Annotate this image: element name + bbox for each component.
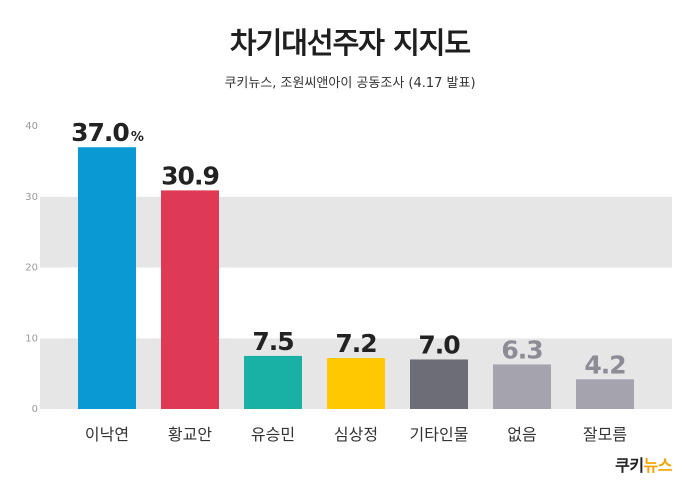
- value-labels: 37.0 % 30.9 7.5 7.2 7.0 6.3 4.2: [71, 118, 627, 379]
- value-label: 4.2: [584, 350, 625, 379]
- category-labels: 이낙연 황교안 유승민 심상정 기타인물 없음 잘모름: [85, 425, 627, 444]
- grid-band: [40, 126, 672, 197]
- value-label: 7.5: [252, 327, 293, 356]
- category-label: 기타인물: [410, 425, 469, 444]
- grid-bands: [40, 126, 672, 409]
- y-tick-label: 20: [25, 263, 38, 274]
- chart-subtitle: 쿠키뉴스, 조원씨앤아이 공동조사 (4.17 발표): [224, 76, 476, 91]
- value-unit: %: [131, 130, 144, 145]
- bar: [493, 364, 551, 409]
- category-label: 이낙연: [85, 425, 129, 444]
- chart-title: 차기대선주자 지지도: [229, 26, 471, 60]
- grid-band: [40, 196, 672, 268]
- value-label: 30.9: [161, 161, 219, 190]
- value-label: 37.0%: [71, 118, 144, 147]
- category-label: 유승민: [251, 425, 295, 444]
- category-label: 잘모름: [583, 425, 627, 444]
- bar: [78, 147, 136, 409]
- logo-part2: 뉴스: [643, 456, 673, 475]
- category-label: 황교안: [168, 425, 212, 444]
- bars: [78, 147, 634, 409]
- logo-part1: 쿠키: [615, 456, 644, 475]
- value-label: 7.0: [418, 330, 460, 359]
- bar: [410, 359, 468, 409]
- y-axis-ticks: 0 10 20 30 40: [25, 121, 38, 415]
- category-label: 심상정: [334, 425, 378, 444]
- value-label: 7.2: [335, 329, 376, 358]
- bar: [327, 358, 385, 409]
- bar: [576, 379, 634, 409]
- grid-band: [40, 267, 672, 339]
- category-label: 없음: [507, 425, 536, 444]
- y-tick-label: 40: [25, 121, 38, 132]
- y-tick-label: 10: [25, 333, 38, 344]
- y-tick-label: 30: [25, 192, 38, 203]
- bar: [244, 355, 302, 409]
- value-label: 6.3: [501, 335, 542, 364]
- kukinews-logo: 쿠키뉴스: [615, 452, 672, 476]
- bar: [161, 190, 219, 409]
- y-tick-label: 0: [32, 404, 38, 415]
